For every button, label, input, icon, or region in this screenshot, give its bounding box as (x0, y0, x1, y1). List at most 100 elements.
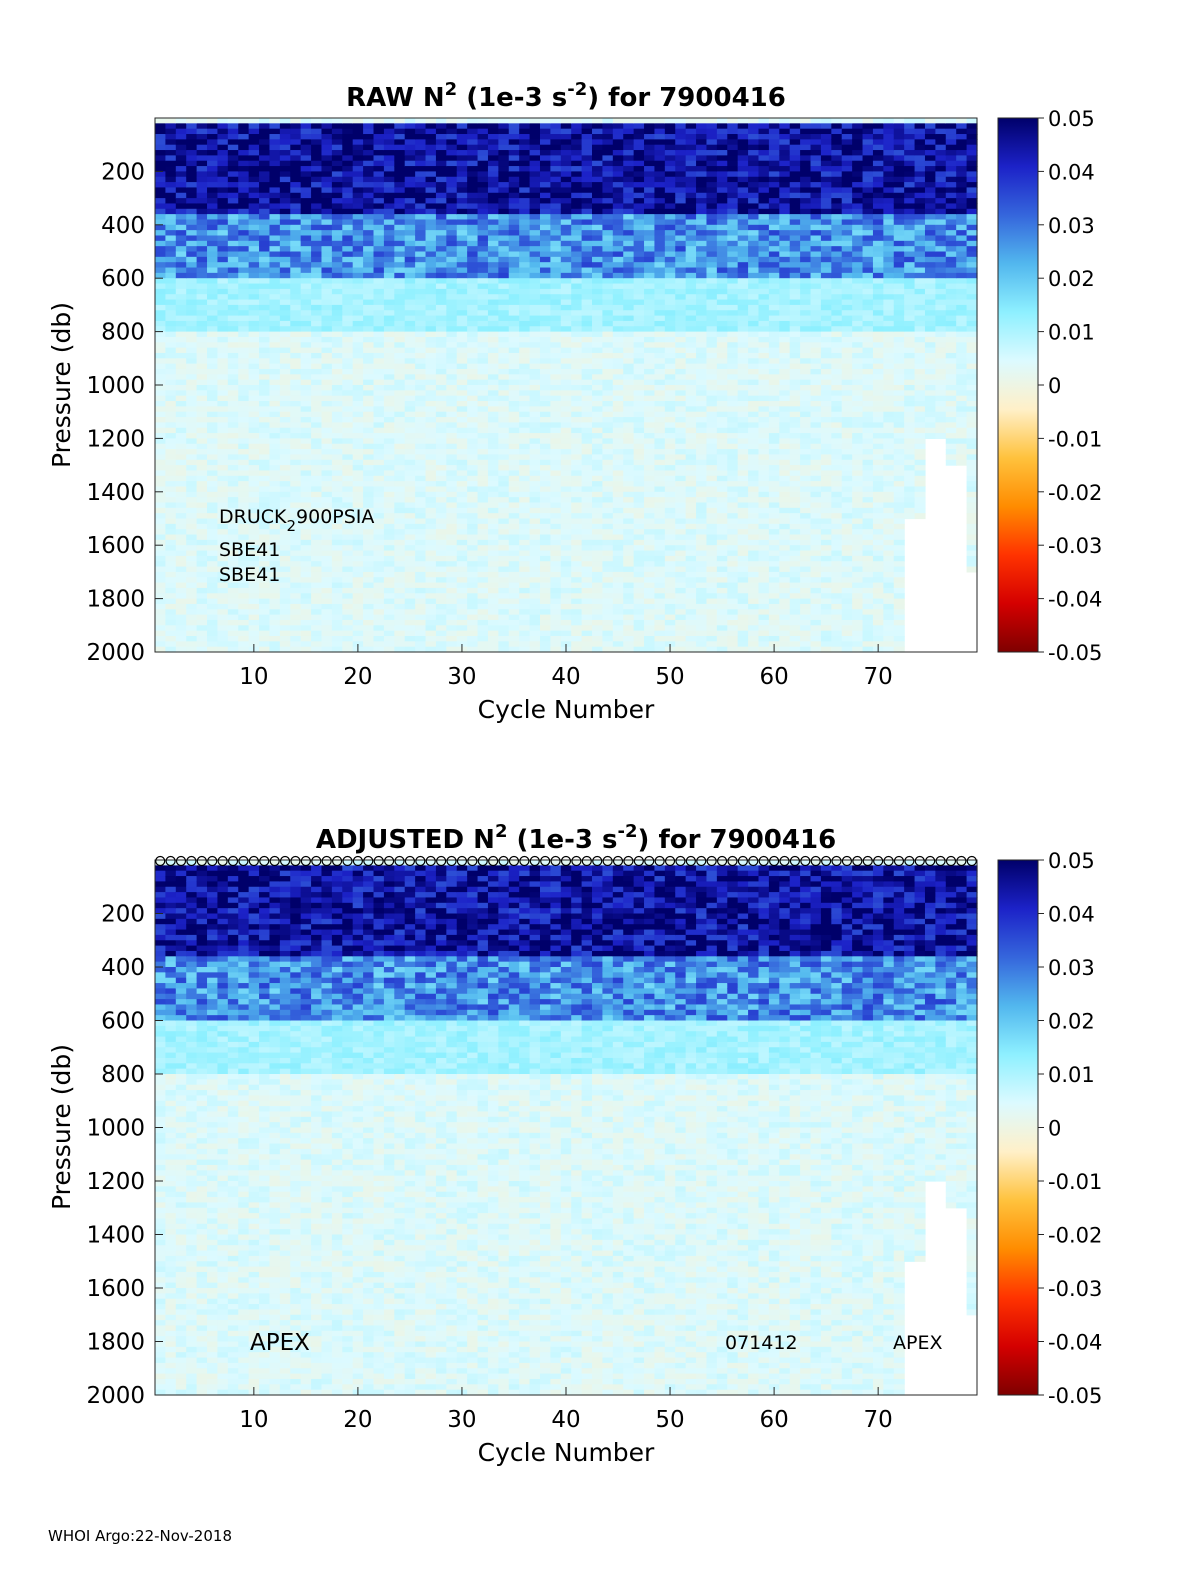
heatmap-cell (311, 470, 322, 476)
heatmap-cell (488, 604, 499, 610)
heatmap-cell (654, 433, 665, 439)
heatmap-cell (582, 358, 593, 364)
heatmap-cell (301, 401, 312, 407)
heatmap-cell (561, 524, 572, 530)
heatmap-cell (217, 433, 228, 439)
heatmap-cell (332, 129, 343, 135)
heatmap-cell (269, 417, 280, 423)
heatmap-cell (519, 497, 530, 503)
heatmap-cell (530, 577, 541, 583)
heatmap-cell (467, 508, 478, 514)
heatmap-cell (165, 401, 176, 407)
heatmap-cell (259, 262, 270, 268)
heatmap-cell (644, 321, 655, 327)
heatmap-cell (540, 134, 551, 140)
heatmap-cell (623, 177, 634, 183)
heatmap-cell (519, 385, 530, 391)
heatmap-cell (353, 390, 364, 396)
heatmap-cell (467, 326, 478, 332)
heatmap-cell (238, 252, 249, 258)
heatmap-cell (623, 540, 634, 546)
heatmap-cell (540, 353, 551, 359)
heatmap-cell (602, 551, 613, 557)
heatmap-cell (332, 289, 343, 295)
heatmap-cell (374, 609, 385, 615)
heatmap-cell (311, 225, 322, 231)
heatmap-cell (176, 567, 187, 573)
heatmap-cell (509, 508, 520, 514)
heatmap-cell (207, 535, 218, 541)
heatmap-cell (509, 545, 520, 551)
heatmap-cell (519, 396, 530, 402)
heatmap-cell (540, 556, 551, 562)
heatmap-cell (394, 326, 405, 332)
heatmap-cell (540, 385, 551, 391)
heatmap-cell (332, 326, 343, 332)
heatmap-cell (405, 300, 416, 306)
heatmap-cell (561, 417, 572, 423)
heatmap-cell (363, 470, 374, 476)
heatmap-cell (269, 369, 280, 375)
heatmap-cell (374, 444, 385, 450)
heatmap-cell (374, 209, 385, 215)
heatmap-cell (530, 631, 541, 637)
heatmap-cell (446, 187, 457, 193)
heatmap-cell (665, 284, 676, 290)
heatmap-cell (311, 422, 322, 428)
heatmap-cell (217, 492, 228, 498)
heatmap-cell (301, 481, 312, 487)
heatmap-cell (280, 193, 291, 199)
heatmap-cell (665, 593, 676, 599)
heatmap-cell (446, 545, 457, 551)
heatmap-cell (405, 567, 416, 573)
heatmap-cell (467, 380, 478, 386)
heatmap-cell (426, 465, 437, 471)
heatmap-cell (197, 486, 208, 492)
heatmap-cell (478, 508, 489, 514)
heatmap-cell (374, 615, 385, 621)
heatmap-cell (613, 572, 624, 578)
heatmap-cell (415, 321, 426, 327)
heatmap-cell (654, 567, 665, 573)
heatmap-cell (498, 214, 509, 220)
heatmap-cell (176, 326, 187, 332)
heatmap-cell (301, 230, 312, 236)
heatmap-cell (426, 631, 437, 637)
heatmap-cell (238, 214, 249, 220)
heatmap-cell (290, 588, 301, 594)
heatmap-cell (374, 561, 385, 567)
heatmap-cell (186, 123, 197, 129)
heatmap-cell (426, 620, 437, 626)
heatmap-cell (634, 492, 645, 498)
heatmap-cell (197, 294, 208, 300)
heatmap-cell (207, 294, 218, 300)
heatmap-cell (654, 225, 665, 231)
heatmap-cell (311, 198, 322, 204)
heatmap-cell (623, 545, 634, 551)
heatmap-cell (602, 289, 613, 295)
heatmap-cell (155, 588, 166, 594)
heatmap-cell (498, 604, 509, 610)
heatmap-cell (197, 567, 208, 573)
heatmap-cell (613, 508, 624, 514)
heatmap-cell (353, 401, 364, 407)
heatmap-cell (561, 310, 572, 316)
heatmap-cell (602, 625, 613, 631)
heatmap-cell (394, 615, 405, 621)
heatmap-cell (613, 396, 624, 402)
heatmap-cell (498, 182, 509, 188)
heatmap-cell (426, 470, 437, 476)
heatmap-cell (353, 230, 364, 236)
heatmap-cell (405, 326, 416, 332)
heatmap-cell (301, 625, 312, 631)
heatmap-cell (571, 390, 582, 396)
heatmap-cell (301, 294, 312, 300)
heatmap-cell (374, 481, 385, 487)
heatmap-cell (602, 588, 613, 594)
heatmap-cell (176, 155, 187, 161)
heatmap-cell (592, 118, 603, 124)
heatmap-cell (550, 257, 561, 263)
heatmap-cell (519, 604, 530, 610)
heatmap-cell (394, 396, 405, 402)
heatmap-cell (530, 209, 541, 215)
